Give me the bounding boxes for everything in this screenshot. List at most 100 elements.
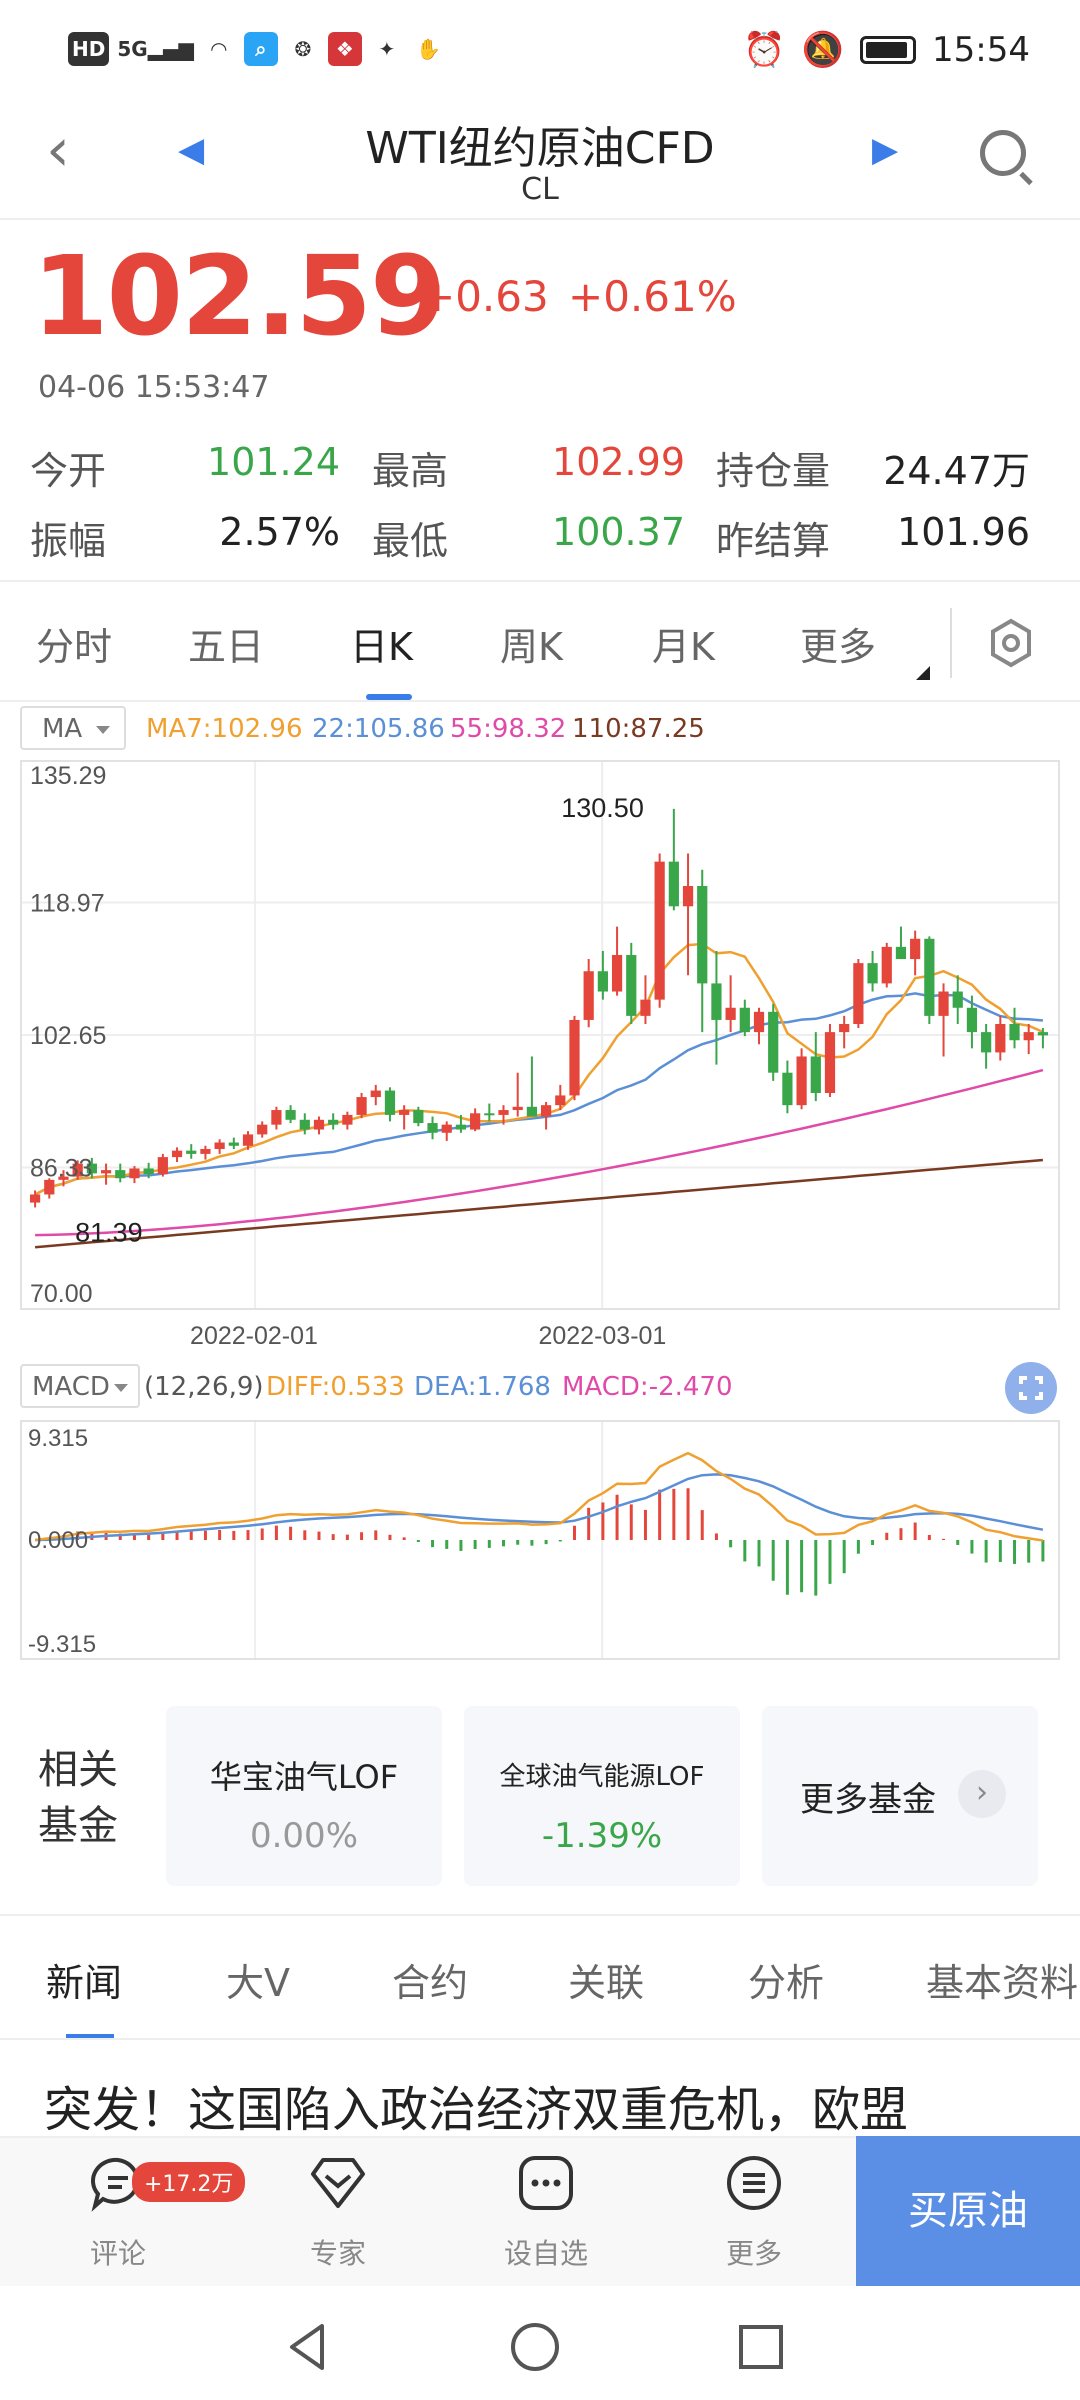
tab-more[interactable]: 更多 xyxy=(800,625,877,669)
expert-label: 专家 xyxy=(309,2237,366,2270)
candle-body xyxy=(540,1105,552,1117)
tab-five-day[interactable]: 五日 xyxy=(188,625,265,669)
tab-related[interactable]: 关联 xyxy=(568,1961,645,2005)
candle-body xyxy=(370,1090,381,1098)
news-headline[interactable]: 突发！这国陷入政治经济双重危机，欧盟 xyxy=(44,2082,909,2136)
search-icon[interactable] xyxy=(980,130,1026,176)
candle-body xyxy=(952,991,963,1008)
comment-label: 评论 xyxy=(89,2237,146,2270)
fund-card-huabao[interactable]: 华宝油气LOF 0.00% xyxy=(166,1706,442,1886)
search-app-icon: ⌕ xyxy=(243,32,278,66)
tab-analysis[interactable]: 分析 xyxy=(748,1961,825,2005)
settle-value: 101.96 xyxy=(897,510,1030,554)
expert-button[interactable]: 专家 xyxy=(268,2154,408,2272)
y-tick-label: 102.65 xyxy=(30,1022,106,1050)
candle-body xyxy=(115,1170,126,1179)
candle-body xyxy=(427,1123,438,1133)
candle-body xyxy=(356,1097,367,1115)
comment-button[interactable]: 评论 +17.2万 xyxy=(48,2154,246,2272)
low-label: 最低 xyxy=(372,519,449,563)
more-button[interactable]: 更多 xyxy=(684,2154,824,2272)
candle-body xyxy=(313,1119,325,1130)
indicator-select-macd[interactable]: MACD xyxy=(20,1364,140,1408)
candle-body xyxy=(682,886,694,907)
tab-basic-info[interactable]: 基本资料 xyxy=(926,1961,1079,2005)
more-label: 更多 xyxy=(725,2237,782,2270)
y-tick-label: 70.00 xyxy=(30,1280,93,1308)
tab-intraday[interactable]: 分时 xyxy=(36,625,113,669)
ma55-value: 55:98.32 xyxy=(450,714,567,744)
candle-body xyxy=(853,963,864,1025)
macd-hist-value: MACD:-2.470 xyxy=(562,1372,733,1402)
candle-body xyxy=(100,1170,112,1174)
system-nav-bar xyxy=(0,2286,1080,2400)
instrument-code: CL xyxy=(521,172,559,207)
candle-body xyxy=(924,938,935,1016)
x-tick-label: 2022-03-01 xyxy=(538,1322,666,1350)
candle-body xyxy=(739,1007,750,1033)
hd-icon: HD xyxy=(68,32,110,66)
x-tick-label: 2022-02-01 xyxy=(190,1322,318,1350)
macd-params: (12,26,9) xyxy=(144,1372,264,1402)
fullscreen-button[interactable] xyxy=(1005,1362,1057,1414)
quote-block: 102.59 +0.63 +0.61% 04-06 15:53:47 今开 10… xyxy=(0,222,1080,582)
fund-card-global-oil[interactable]: 全球油气能源LOF -1.39% xyxy=(464,1706,740,1886)
candle-body xyxy=(839,1024,850,1033)
ma110-value: 110:87.25 xyxy=(572,714,705,744)
oi-label: 持仓量 xyxy=(716,449,831,493)
candle-body xyxy=(1037,1032,1049,1036)
candle-body xyxy=(995,1024,1006,1053)
add-watchlist-button[interactable]: 设自选 xyxy=(476,2154,616,2272)
tab-daily-k[interactable]: 日K xyxy=(350,625,413,669)
kline-chart[interactable]: 135.29 118.97 102.65 86.33 70.00 130.50 81.39 xyxy=(20,760,1060,1310)
tab-weekly-k[interactable]: 周K xyxy=(500,625,563,669)
nav-back-icon[interactable] xyxy=(282,2320,336,2374)
macd-chart[interactable]: 9.315 0.000 -9.315 xyxy=(20,1420,1060,1660)
candle-body xyxy=(171,1150,183,1158)
macd-dea-value: DEA:1.768 xyxy=(414,1372,551,1402)
candle-body xyxy=(668,861,679,907)
tab-news[interactable]: 新闻 xyxy=(46,1961,123,2005)
next-instrument-button[interactable]: ▶ xyxy=(872,130,899,170)
candle-body xyxy=(186,1150,197,1154)
candle-body xyxy=(938,991,949,1016)
buy-oil-button[interactable]: 买原油 xyxy=(856,2136,1080,2286)
settings-gear-icon[interactable] xyxy=(988,618,1034,668)
nav-home-icon[interactable] xyxy=(508,2320,562,2374)
more-funds-button[interactable]: 更多基金 › xyxy=(762,1706,1038,1886)
candle-body xyxy=(569,1019,580,1096)
tab-monthly-k[interactable]: 月K xyxy=(652,625,715,669)
candle-body xyxy=(867,963,878,984)
candle-body xyxy=(910,938,921,960)
candle-body xyxy=(597,971,608,992)
comment-count-badge: +17.2万 xyxy=(132,2162,246,2202)
candle-body xyxy=(981,1032,992,1053)
candle-body xyxy=(626,955,637,1016)
ma7-value: MA7:102.96 xyxy=(146,714,303,744)
candle-body xyxy=(697,886,708,984)
back-button[interactable]: ‹ xyxy=(46,115,70,185)
status-icons: HD 5G ▂▄▆ ◠ ⌕ ❂ ❖ ✦ ✋ xyxy=(68,32,446,66)
candle-body xyxy=(753,1011,765,1033)
hand-icon: ✋ xyxy=(416,37,442,61)
candle-body xyxy=(399,1110,410,1115)
mute-icon: 🔕 xyxy=(801,30,845,70)
candle-body xyxy=(29,1194,41,1203)
nav-recents-icon[interactable] xyxy=(734,2320,788,2374)
tab-contract[interactable]: 合约 xyxy=(392,1961,469,2005)
candle-body xyxy=(768,1011,779,1073)
fund-name: 华宝油气LOF xyxy=(209,1758,399,1796)
signal-icon: 5G ▂▄▆ xyxy=(117,37,194,61)
tab-bigv[interactable]: 大V xyxy=(226,1961,290,2005)
candle-body xyxy=(214,1142,225,1150)
candle-body xyxy=(711,983,722,1020)
candle-body xyxy=(242,1134,254,1146)
indicator-select-ma[interactable]: MA xyxy=(20,706,126,750)
low-value: 100.37 xyxy=(552,510,685,554)
candle-body xyxy=(143,1168,154,1175)
y-tick-label: 118.97 xyxy=(30,889,105,917)
candle-body xyxy=(555,1095,566,1106)
prev-instrument-button[interactable]: ◀ xyxy=(178,130,205,170)
candle-body xyxy=(129,1168,140,1179)
candle-body xyxy=(328,1119,339,1125)
